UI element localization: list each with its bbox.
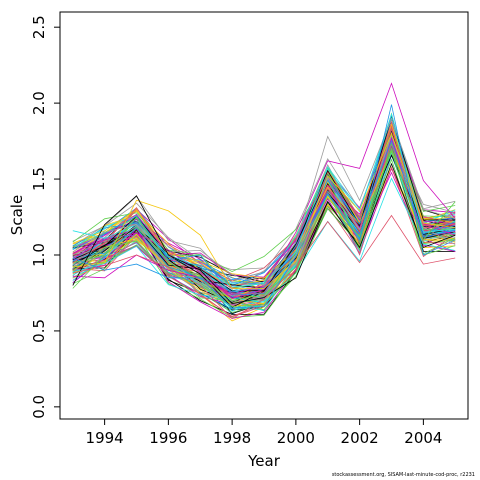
series-line xyxy=(72,112,456,292)
series-line xyxy=(72,214,456,320)
x-tick-label: 2004 xyxy=(404,429,442,447)
series-line xyxy=(72,147,456,301)
series-line xyxy=(72,177,456,303)
x-tick-label: 2000 xyxy=(277,429,315,447)
series-line xyxy=(72,127,456,296)
series-line xyxy=(72,117,456,286)
y-tick-label: 1.0 xyxy=(30,243,48,267)
series-line xyxy=(72,137,456,299)
plot-frame xyxy=(59,11,469,420)
series-line xyxy=(72,132,456,289)
series-line xyxy=(72,158,456,311)
series-layer xyxy=(72,82,456,322)
series-line xyxy=(72,149,456,307)
credit-text: stockassessment.org, SISAM-last-minute-c… xyxy=(331,472,475,478)
y-axis-label: Scale xyxy=(8,195,26,235)
y-tick-label: 0.0 xyxy=(30,395,48,419)
y-tick-label: 1.5 xyxy=(30,167,48,191)
x-tick-label: 1996 xyxy=(149,429,187,447)
y-tick-label: 0.5 xyxy=(30,319,48,343)
x-tick-label: 1994 xyxy=(86,429,124,447)
x-tick-label: 1998 xyxy=(213,429,251,447)
series-line xyxy=(72,162,456,305)
x-tick-label: 2002 xyxy=(341,429,379,447)
series-line xyxy=(72,104,456,309)
y-tick-label: 2.0 xyxy=(30,91,48,115)
series-line xyxy=(72,139,456,296)
x-axis-label: Year xyxy=(247,452,281,470)
axis-layer: 1994 1996 1998 2000 2002 2004 0.0 0.5 1.0 1.5 2.0 2… xyxy=(30,15,442,447)
y-tick-label: 2.5 xyxy=(30,15,48,39)
